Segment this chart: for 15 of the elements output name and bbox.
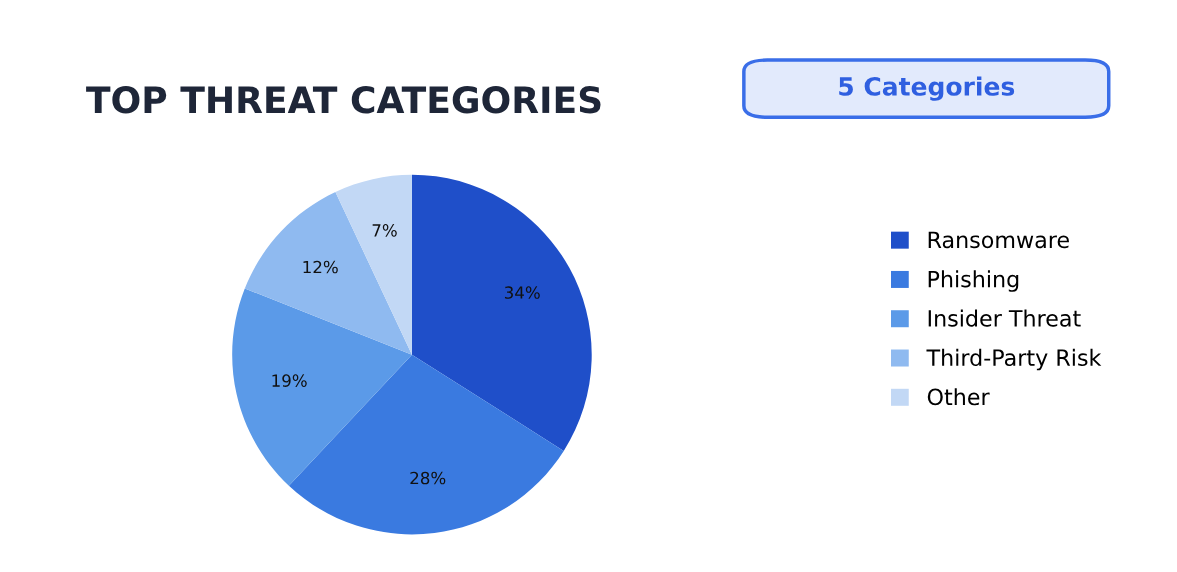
legend-label: Ransomware	[928, 231, 1069, 249]
legend-label: Other	[927, 388, 990, 406]
data-label: 34%	[504, 286, 540, 299]
data-label: 7%	[372, 224, 397, 237]
chart-title: TOP THREAT CATEGORIES	[86, 86, 601, 114]
pie-slice	[232, 288, 412, 486]
data-label: 28%	[410, 471, 446, 485]
legend-label: Phishing	[928, 270, 1019, 292]
data-label: 19%	[272, 374, 307, 387]
legend-label: Insider Threat	[928, 309, 1081, 327]
text: 5 Categories	[839, 76, 1015, 101]
data-label: 12%	[303, 260, 338, 274]
pie-slice	[244, 191, 412, 355]
legend-label: Third-Party Risk	[926, 348, 1102, 371]
pie-slice	[411, 174, 592, 451]
